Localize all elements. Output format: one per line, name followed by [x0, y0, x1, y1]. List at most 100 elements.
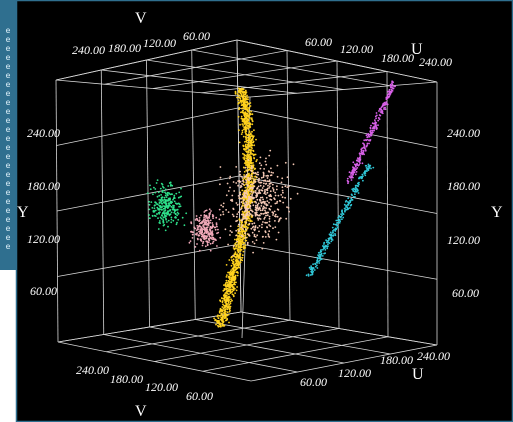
point-cluster-1	[239, 173, 242, 176]
point-cluster-4	[352, 195, 355, 198]
point-cluster-1	[251, 183, 254, 186]
point-cluster-5	[361, 151, 364, 154]
point-cluster-0	[249, 141, 252, 144]
point-cluster-1	[255, 211, 258, 214]
point-cluster-1	[267, 184, 269, 187]
point-cluster-0	[239, 250, 242, 252]
point-cluster-1	[237, 230, 240, 233]
point-cluster-1	[274, 194, 277, 197]
point-cluster-0	[226, 311, 229, 314]
point-cluster-0	[237, 228, 239, 231]
point-cluster-1	[254, 191, 257, 194]
point-cluster-0	[223, 324, 226, 327]
point-cluster-0	[231, 290, 234, 293]
side-panel-glyph: e	[5, 116, 11, 125]
point-cluster-1	[247, 159, 250, 161]
point-cluster-4	[316, 259, 319, 262]
point-cluster-0	[245, 169, 248, 172]
point-cluster-0	[253, 129, 255, 132]
point-cluster-5	[386, 94, 389, 96]
point-cluster-5	[346, 177, 349, 180]
point-cluster-0	[245, 116, 248, 119]
point-cluster-0	[242, 92, 245, 94]
point-cluster-1	[263, 189, 266, 191]
point-cluster-0	[228, 307, 231, 310]
point-cluster-1	[232, 215, 235, 218]
point-cluster-4	[311, 269, 314, 271]
point-cluster-3	[214, 226, 216, 229]
point-cluster-1	[268, 179, 271, 182]
point-cluster-4	[321, 245, 324, 247]
point-cluster-1	[275, 188, 278, 191]
point-cluster-1	[225, 209, 228, 211]
point-cluster-1	[267, 233, 270, 236]
point-cluster-0	[247, 156, 250, 159]
point-cluster-4	[330, 236, 333, 239]
tick-labels-u-bottom: 60.00 120.00 180.00 240.00	[300, 349, 450, 389]
point-cluster-5	[356, 167, 359, 169]
point-cluster-1	[263, 191, 266, 194]
point-cluster-1	[235, 202, 238, 204]
grid-top-face	[201, 71, 388, 94]
point-cluster-2	[159, 222, 162, 225]
point-cluster-2	[161, 214, 164, 217]
point-cluster-0	[239, 230, 242, 233]
point-cluster-5	[374, 119, 376, 122]
point-cluster-1	[252, 197, 255, 200]
point-cluster-2	[151, 215, 154, 217]
point-cluster-2	[179, 205, 182, 208]
point-cluster-0	[230, 259, 233, 262]
point-cluster-1	[251, 241, 254, 243]
point-cluster-0	[238, 235, 241, 237]
point-cluster-0	[243, 170, 246, 173]
tick-labels-y-left: 240.00 180.00 120.00 60.00	[27, 126, 60, 298]
point-cluster-1	[252, 171, 255, 174]
point-cluster-3	[211, 222, 214, 224]
point-cluster-4	[324, 252, 326, 255]
point-cluster-1	[245, 190, 248, 193]
grid-top-face	[191, 49, 391, 87]
point-cluster-5	[358, 152, 361, 155]
point-cluster-1	[268, 230, 271, 233]
point-cluster-1	[272, 227, 274, 230]
point-cluster-4	[336, 226, 339, 229]
point-cluster-0	[248, 125, 251, 127]
point-cluster-1	[268, 187, 270, 189]
point-cluster-3	[200, 231, 202, 234]
point-cluster-1	[237, 223, 240, 226]
point-cluster-0	[226, 317, 229, 320]
point-cluster-0	[229, 283, 232, 286]
point-cluster-0	[221, 324, 224, 327]
point-cluster-2	[161, 202, 163, 205]
point-cluster-5	[373, 127, 376, 130]
point-cluster-0	[236, 271, 239, 273]
point-cluster-4	[323, 247, 326, 250]
point-cluster-0	[249, 159, 252, 162]
point-cluster-2	[162, 221, 165, 224]
point-cluster-0	[246, 107, 249, 109]
point-cluster-1	[233, 190, 236, 192]
point-cluster-4	[336, 219, 339, 222]
point-cluster-1	[261, 209, 264, 212]
point-cluster-3	[198, 249, 201, 252]
point-cluster-4	[347, 197, 350, 200]
point-cluster-0	[219, 325, 222, 328]
point-cluster-4	[308, 266, 311, 269]
point-cluster-1	[219, 183, 221, 186]
point-cluster-1	[257, 207, 259, 210]
point-cluster-0	[238, 107, 241, 109]
point-cluster-1	[257, 219, 260, 221]
point-cluster-0	[238, 94, 241, 97]
point-cluster-1	[236, 213, 239, 216]
point-cluster-1	[251, 226, 254, 229]
point-cluster-3	[198, 234, 201, 237]
point-cluster-1	[263, 218, 266, 220]
point-cluster-3	[210, 227, 213, 229]
point-cluster-5	[378, 110, 380, 112]
point-cluster-1	[255, 194, 258, 197]
point-cluster-0	[221, 323, 224, 325]
point-cluster-3	[218, 208, 221, 211]
point-cluster-0	[237, 236, 239, 239]
point-cluster-1	[261, 226, 263, 229]
